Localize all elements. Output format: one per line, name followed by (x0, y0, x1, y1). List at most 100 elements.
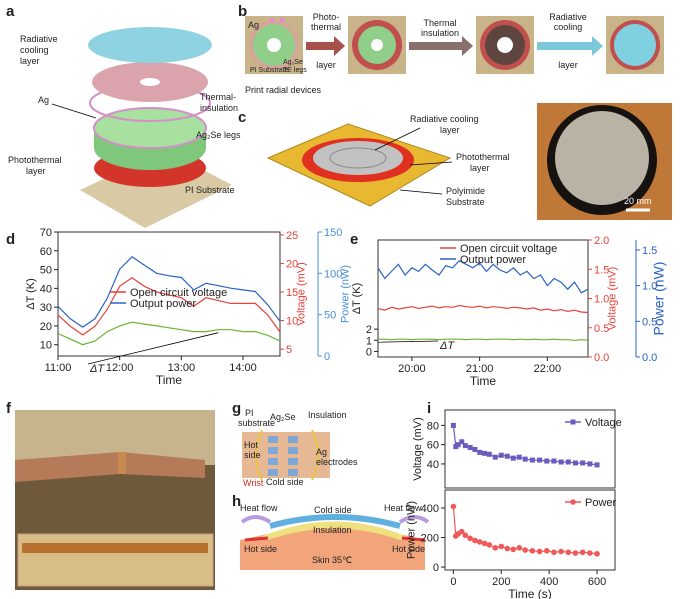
pointer (51, 103, 97, 119)
axis-title: Time (156, 373, 183, 387)
tick-label: 2.0 (594, 235, 609, 247)
marker (498, 543, 505, 550)
tick-label: 20 (40, 321, 52, 333)
label: Ag (38, 95, 49, 105)
label: Thermal (423, 18, 456, 28)
marker (486, 542, 493, 548)
heat-arrow (398, 515, 430, 524)
photo-device-strip (22, 543, 208, 553)
tick-label: 10 (40, 340, 52, 352)
x-tick-label: 0 (450, 576, 456, 588)
marker (467, 535, 473, 542)
marker (579, 549, 586, 556)
axis-title: Voltage (mV) (295, 262, 307, 326)
label: Cold side (266, 477, 304, 487)
tick-label: 1.5 (642, 245, 657, 257)
label: Print radial devices (245, 85, 322, 95)
marker (587, 550, 593, 556)
marker (529, 548, 536, 554)
axis-title: Voltage (mV) (412, 417, 424, 481)
series-line (57, 256, 281, 328)
marker (558, 548, 564, 555)
marker (450, 503, 457, 510)
photo-ruler (17, 533, 214, 587)
marker (594, 550, 600, 557)
cold-layer (269, 514, 401, 529)
axis-title: Time (470, 374, 497, 388)
marker (467, 445, 473, 451)
label: Skin 35℃ (312, 555, 352, 565)
marker (544, 458, 550, 464)
series-line (377, 259, 589, 294)
marker (498, 452, 504, 458)
pointer (374, 127, 421, 151)
legend-label: Open circuit voltage (460, 243, 557, 255)
tick-label: 80 (427, 420, 439, 432)
tick-label: 0.0 (594, 352, 609, 364)
panel-label: b (238, 3, 247, 20)
label: Hot (244, 440, 259, 450)
marker (504, 545, 511, 552)
label: insulation (200, 103, 238, 113)
label: Radiative (549, 12, 587, 22)
x-tick-label: 200 (492, 576, 510, 588)
marker (492, 545, 499, 551)
tick-label: 5 (286, 344, 292, 356)
label: Photothermal (8, 155, 62, 165)
marker (587, 461, 593, 467)
panel-label: h (232, 493, 241, 510)
label: Cold side (314, 505, 352, 515)
label: Insulation (313, 525, 352, 535)
axis-title: Power (nW) (650, 262, 666, 336)
marker (477, 449, 483, 455)
tick-label: 0 (366, 346, 372, 358)
tick-label: 70 (40, 227, 52, 239)
marker (516, 454, 522, 460)
tick-label: 200 (421, 533, 439, 545)
label: Polyimide (446, 186, 485, 196)
annotation-arrow (377, 340, 439, 343)
x-tick-label: 22:00 (534, 363, 562, 375)
marker (522, 547, 529, 553)
annotation: ΔT (439, 340, 455, 352)
marker (476, 539, 483, 545)
x-tick-label: 400 (540, 576, 558, 588)
arrow (409, 36, 473, 56)
pointer (399, 189, 443, 195)
marker (522, 456, 528, 462)
x-tick-label: 600 (588, 576, 606, 588)
label: PI Substrate (185, 185, 235, 195)
label: Thermal- (200, 92, 236, 102)
panel-label: g (232, 400, 241, 417)
legs (268, 436, 298, 476)
panel-label: d (6, 231, 15, 248)
tick-label: 50 (40, 265, 52, 277)
x-tick-label: 20:00 (398, 363, 426, 375)
label: Hot side (244, 544, 277, 554)
marker (481, 540, 488, 547)
axis-title: Power (nW) (406, 501, 418, 559)
x-tick-label: 11:00 (45, 362, 72, 374)
tick-label: 1 (366, 335, 372, 347)
marker (572, 460, 578, 466)
series-line (378, 338, 589, 341)
marker (551, 458, 557, 464)
marker (450, 422, 456, 428)
tick-label: 100 (324, 268, 342, 280)
marker (462, 443, 468, 449)
marker (565, 459, 571, 465)
label: layer (26, 166, 46, 176)
tick-label: 0.5 (594, 323, 609, 335)
plot-frame (444, 409, 616, 489)
tick-label: 0.5 (642, 316, 657, 328)
marker (565, 549, 572, 556)
label: Radiative cooling (410, 114, 479, 124)
panel-label: e (350, 231, 358, 248)
tick-label: 25 (286, 230, 298, 242)
tick-label: 15 (286, 287, 298, 299)
x-tick-label: 14:00 (229, 362, 257, 374)
tick-label: 1.0 (642, 281, 657, 293)
tick-label: 40 (427, 459, 439, 471)
annotation: ΔT (89, 363, 105, 375)
